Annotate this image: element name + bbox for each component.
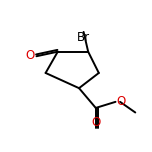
Text: O: O bbox=[116, 95, 126, 108]
Text: Br: Br bbox=[77, 31, 90, 44]
Text: O: O bbox=[91, 116, 100, 129]
Text: O: O bbox=[26, 49, 35, 62]
